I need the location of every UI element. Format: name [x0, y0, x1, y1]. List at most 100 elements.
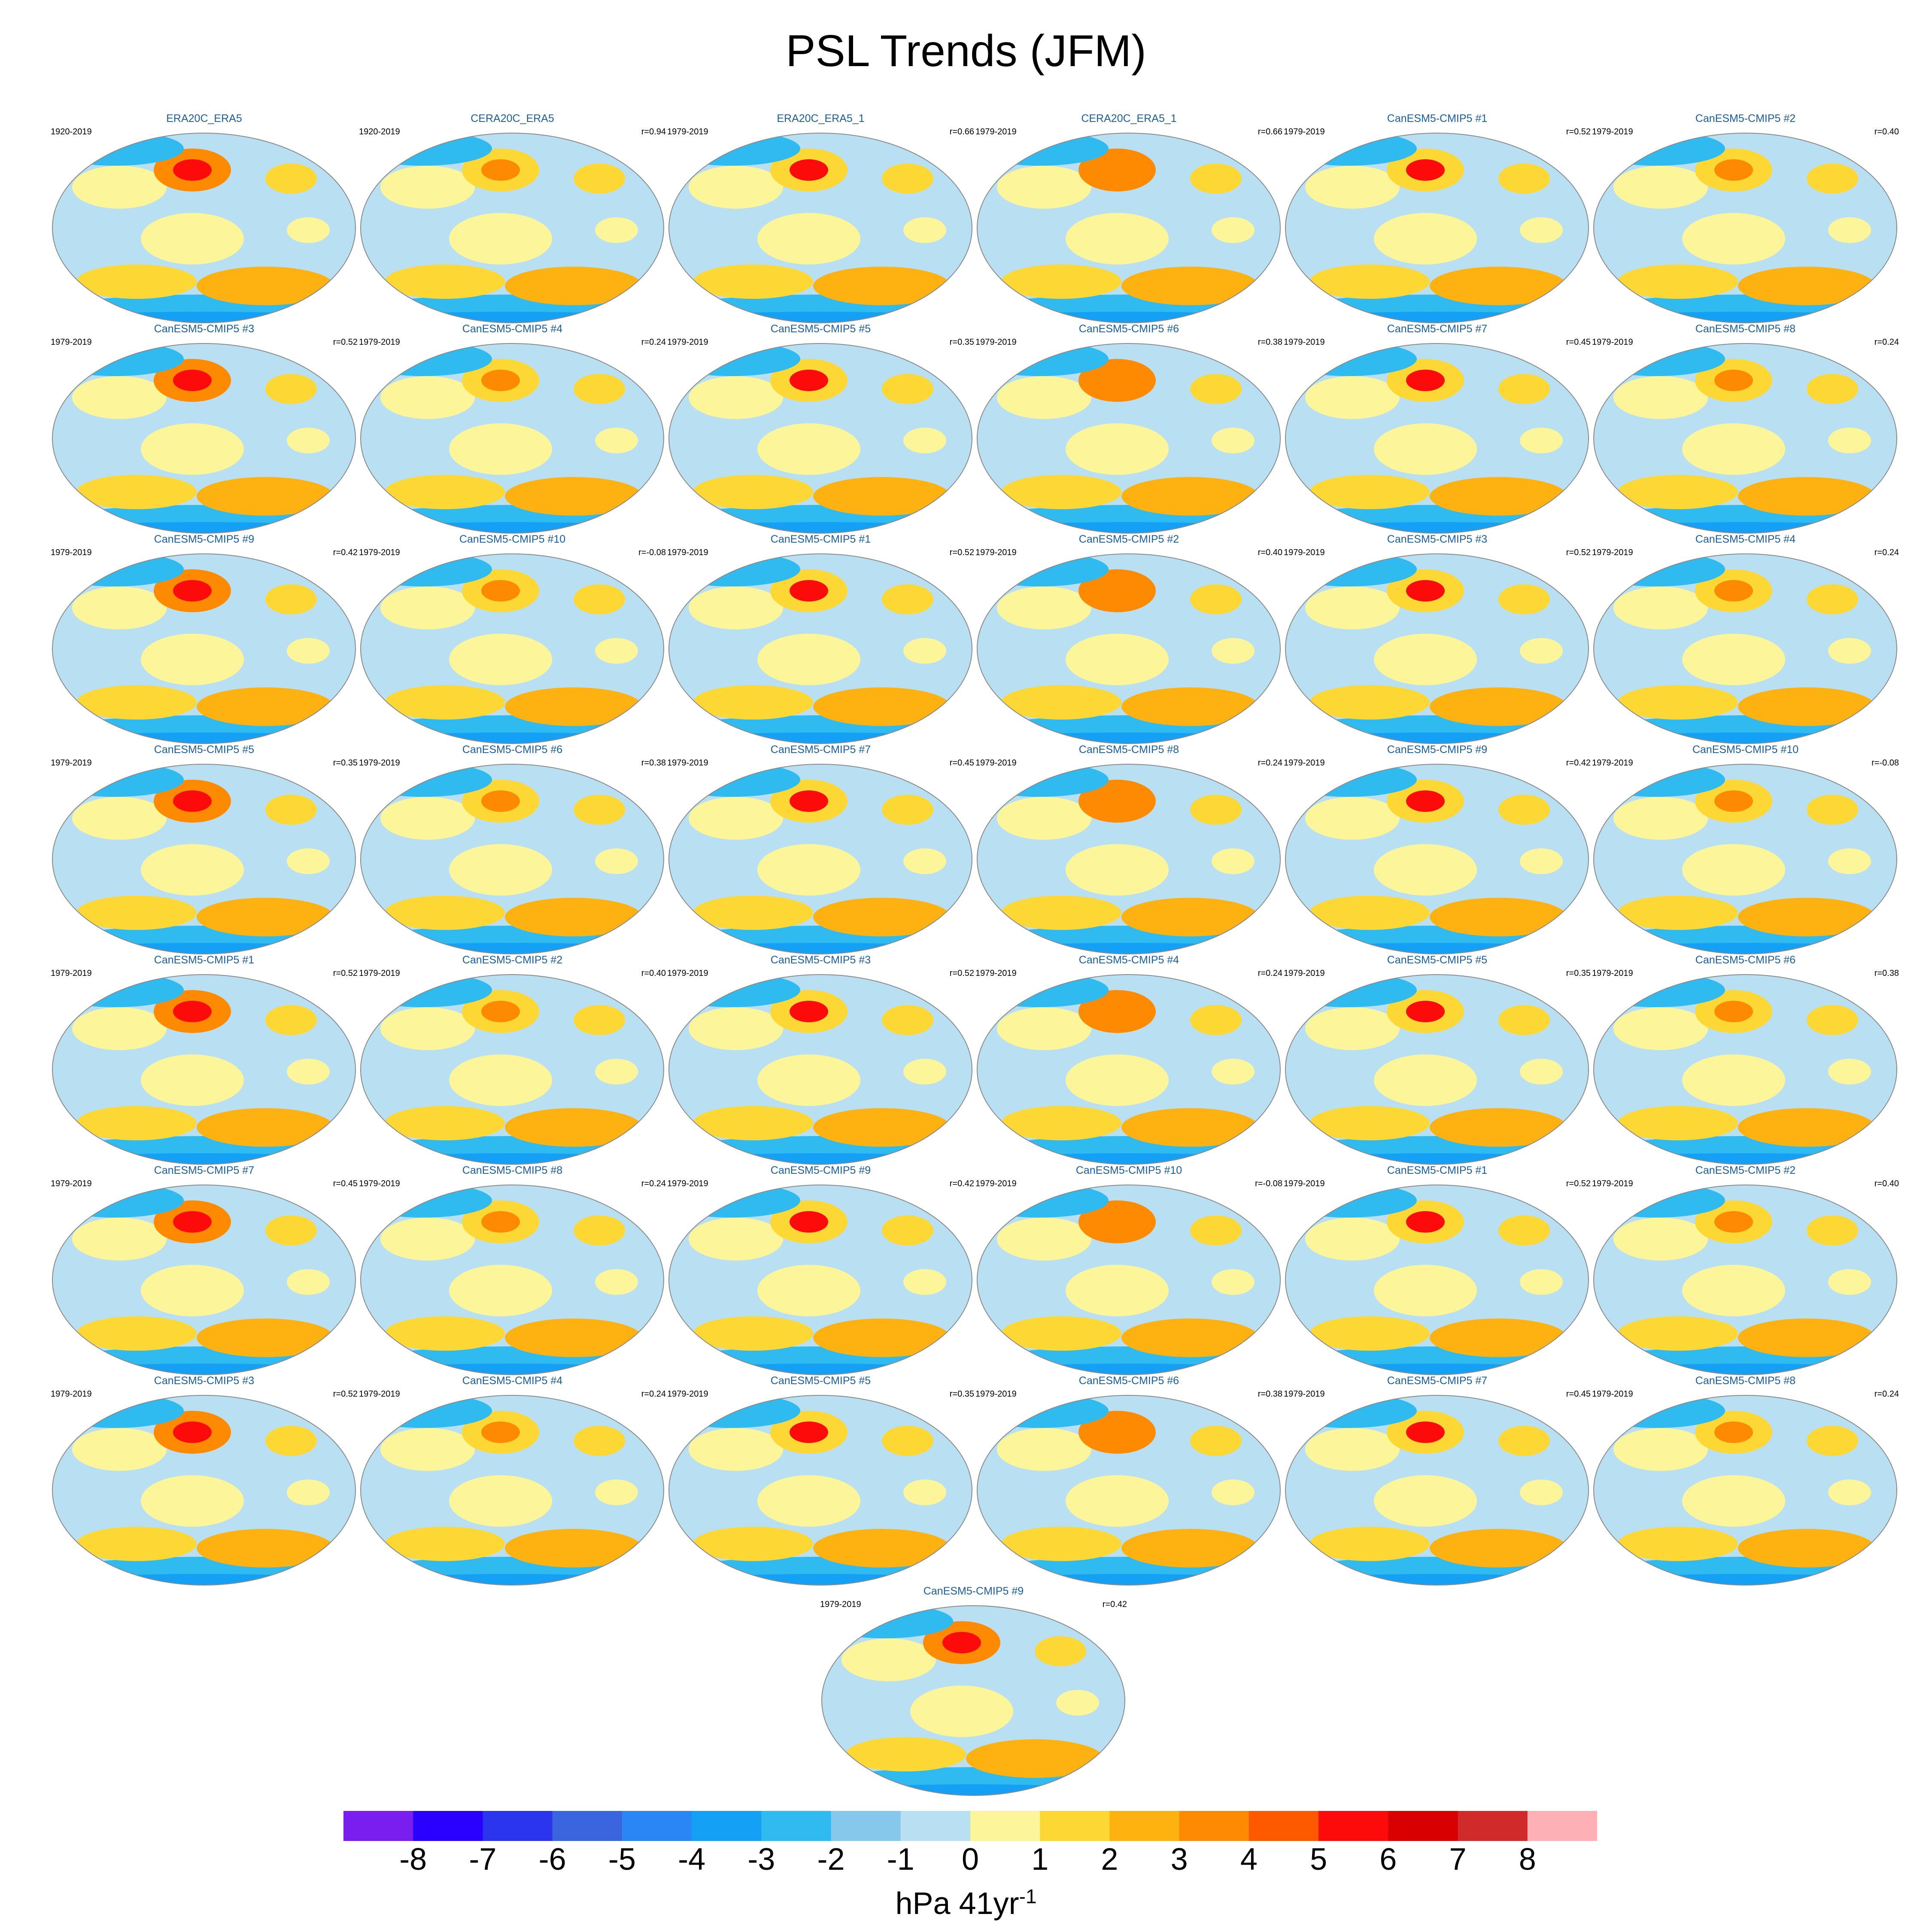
map-field: [977, 343, 1281, 534]
panel-title: CanESM5-CMIP5 #3: [154, 1375, 255, 1387]
map-panel: CanESM5-CMIP5 #2 1979-2019 r=0.40: [975, 533, 1282, 748]
map-panel: CanESM5-CMIP5 #7 1979-2019 r=0.45: [51, 1164, 358, 1379]
map-field: [1593, 133, 1897, 323]
panel-title: CanESM5-CMIP5 #8: [1695, 323, 1796, 335]
map-field: [977, 133, 1281, 323]
colorbar-tick-label: 1: [1031, 1842, 1049, 1877]
panel-title: CanESM5-CMIP5 #6: [1695, 954, 1796, 966]
map-field: [360, 553, 664, 744]
map-panel: CanESM5-CMIP5 #2 1979-2019 r=0.40: [1592, 112, 1899, 327]
map-panel: CanESM5-CMIP5 #5 1979-2019 r=0.35: [51, 744, 358, 958]
panel-title: CanESM5-CMIP5 #10: [1692, 744, 1799, 756]
map-field: [977, 553, 1281, 744]
unit-exponent: -1: [1019, 1885, 1037, 1908]
colorbar-segment: [692, 1811, 762, 1841]
panel-title: CanESM5-CMIP5 #5: [770, 323, 871, 335]
map-panel: CanESM5-CMIP5 #7 1979-2019 r=0.45: [1284, 323, 1591, 538]
panel-correlation: r=0.45: [333, 1179, 358, 1188]
panel-period: 1979-2019: [975, 337, 1017, 347]
panel-correlation: r=0.52: [1566, 1179, 1591, 1188]
map-panel: CanESM5-CMIP5 #6 1979-2019 r=0.38: [359, 744, 666, 958]
colorbar-segment: [970, 1811, 1040, 1841]
colorbar-segment: [483, 1811, 553, 1841]
panel-period: 1979-2019: [1284, 1389, 1325, 1399]
panel-correlation: r=0.52: [949, 969, 974, 978]
colorbar-segment: [761, 1811, 832, 1841]
panel-correlation: r=0.66: [949, 127, 974, 137]
colorbar-segment: [413, 1811, 483, 1841]
map-panel: CanESM5-CMIP5 #1 1979-2019 r=0.52: [1284, 1164, 1591, 1379]
map-field: [52, 1395, 356, 1586]
map-field: [977, 974, 1281, 1165]
panel-correlation: r=0.40: [1874, 127, 1899, 137]
panel-period: 1979-2019: [975, 758, 1017, 768]
panel-correlation: r=0.35: [333, 758, 358, 768]
panel-correlation: r=0.45: [1566, 337, 1591, 347]
panel-period: 1979-2019: [1592, 969, 1633, 978]
panel-correlation: r=0.24: [1874, 337, 1899, 347]
colorbar-tick-label: 2: [1101, 1842, 1118, 1877]
panel-title: CanESM5-CMIP5 #5: [770, 1375, 871, 1387]
map-field: [360, 974, 664, 1165]
panel-period: 1979-2019: [667, 969, 708, 978]
panel-title: CanESM5-CMIP5 #3: [1387, 533, 1488, 545]
colorbar-tick-label: 7: [1449, 1842, 1467, 1877]
map-field: [668, 764, 972, 954]
map-panel: CanESM5-CMIP5 #3 1979-2019 r=0.52: [51, 323, 358, 538]
panel-correlation: r=0.94: [641, 127, 666, 137]
panel-title: CanESM5-CMIP5 #3: [770, 954, 871, 966]
map-field: [1285, 764, 1589, 954]
map-field: [1285, 974, 1589, 1165]
map-panel: CanESM5-CMIP5 #5 1979-2019 r=0.35: [667, 323, 974, 538]
map-field: [1285, 553, 1589, 744]
map-field: [977, 1395, 1281, 1586]
map-panel: CERA20C_ERA5_1 1979-2019 r=0.66: [975, 112, 1282, 327]
panel-title: CanESM5-CMIP5 #4: [1695, 533, 1796, 545]
panel-correlation: r=0.66: [1258, 127, 1282, 137]
map-panel: CanESM5-CMIP5 #9 1979-2019 r=0.42: [1284, 744, 1591, 958]
panel-period: 1979-2019: [51, 548, 92, 557]
panel-title: CanESM5-CMIP5 #10: [459, 533, 566, 545]
panel-title: CanESM5-CMIP5 #6: [1078, 323, 1179, 335]
panel-title: CanESM5-CMIP5 #7: [1387, 1375, 1488, 1387]
map-field: [360, 343, 664, 534]
panel-correlation: r=0.24: [641, 337, 666, 347]
panel-title: CERA20C_ERA5: [471, 112, 554, 125]
map-panel: CanESM5-CMIP5 #8 1979-2019 r=0.24: [1592, 323, 1899, 538]
panel-period: 1979-2019: [1284, 548, 1325, 557]
map-field: [668, 1395, 972, 1586]
colorbar-tick-label: -3: [747, 1842, 775, 1877]
map-field: [52, 343, 356, 534]
panel-title: CanESM5-CMIP5 #6: [462, 744, 563, 756]
panel-title: CanESM5-CMIP5 #10: [1075, 1164, 1182, 1176]
panel-period: 1920-2019: [359, 127, 400, 137]
colorbar-segment: [831, 1811, 901, 1841]
map-field: [360, 764, 664, 954]
colorbar-tick-label: 5: [1310, 1842, 1327, 1877]
map-panel: CERA20C_ERA5 1920-2019 r=0.94: [359, 112, 666, 327]
panel-period: 1979-2019: [51, 337, 92, 347]
colorbar-segment: [1249, 1811, 1319, 1841]
panel-period: 1979-2019: [975, 969, 1017, 978]
panel-correlation: r=0.38: [1258, 337, 1282, 347]
map-field: [1593, 553, 1897, 744]
colorbar-segment: [1458, 1811, 1528, 1841]
panel-correlation: r=0.42: [333, 548, 358, 557]
map-panel: CanESM5-CMIP5 #2 1979-2019 r=0.40: [1592, 1164, 1899, 1379]
panel-title: CanESM5-CMIP5 #2: [1695, 1164, 1796, 1176]
map-panel: CanESM5-CMIP5 #8 1979-2019 r=0.24: [359, 1164, 666, 1379]
panel-title: CanESM5-CMIP5 #1: [770, 533, 871, 545]
panel-title: CanESM5-CMIP5 #8: [1078, 744, 1179, 756]
panel-correlation: r=-0.08: [638, 548, 666, 557]
panel-period: 1979-2019: [975, 1179, 1017, 1188]
panel-title: CanESM5-CMIP5 #9: [1387, 744, 1488, 756]
panel-title: CanESM5-CMIP5 #5: [154, 744, 255, 756]
panel-correlation: r=0.35: [1566, 969, 1591, 978]
map-panel: CanESM5-CMIP5 #6 1979-2019 r=0.38: [1592, 954, 1899, 1169]
map-field: [1285, 1395, 1589, 1586]
colorbar-tick-label: -6: [538, 1842, 566, 1877]
map-field: [1593, 974, 1897, 1165]
map-panel: CanESM5-CMIP5 #9 1979-2019 r=0.42: [667, 1164, 974, 1379]
map-panel: CanESM5-CMIP5 #4 1979-2019 r=0.24: [359, 1375, 666, 1589]
panel-period: 1979-2019: [667, 1179, 708, 1188]
